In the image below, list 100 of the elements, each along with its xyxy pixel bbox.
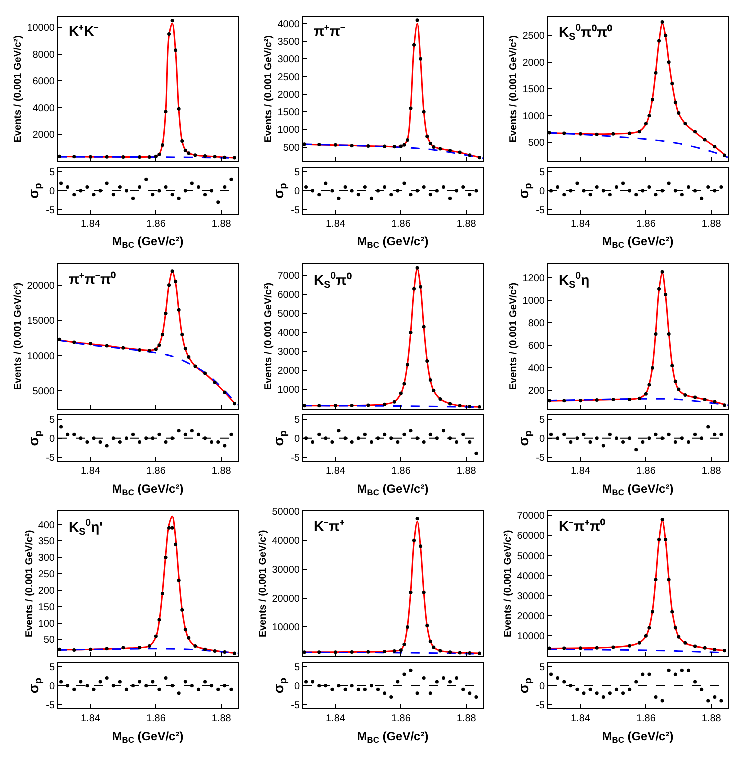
y-tick-label: 1000	[522, 296, 546, 307]
y-tick-label: 1000	[522, 111, 546, 122]
point	[318, 193, 322, 197]
x-tick-label: 1.84	[80, 466, 101, 478]
point	[416, 18, 420, 22]
x-tick-label: 1.84	[570, 466, 591, 478]
point	[648, 436, 652, 440]
point	[390, 193, 394, 197]
text: K$_{S}$$^{0}$π⁰π⁰	[559, 23, 613, 43]
point	[416, 517, 420, 521]
point	[474, 452, 478, 456]
point	[628, 189, 632, 193]
point	[318, 684, 322, 688]
point	[194, 644, 198, 648]
point	[428, 378, 432, 382]
point	[158, 344, 162, 348]
x-tick-label: 1.86	[636, 218, 656, 230]
point	[138, 646, 142, 650]
point	[684, 393, 688, 397]
text: K⁺K⁻	[69, 23, 100, 39]
y-tick-label: 5	[539, 414, 546, 426]
point	[213, 155, 217, 159]
point	[638, 641, 642, 645]
point	[667, 60, 671, 64]
x-tick-label: 1.84	[80, 218, 101, 230]
point	[595, 132, 599, 136]
y-tick-label: 2000	[32, 130, 56, 142]
point	[334, 143, 338, 147]
x-tick-label: 1.86	[146, 466, 166, 478]
point	[204, 648, 208, 652]
point	[628, 644, 632, 648]
point	[66, 684, 70, 688]
point	[160, 592, 164, 596]
point	[438, 147, 442, 151]
point	[438, 397, 442, 401]
y-tick-label: 200	[38, 586, 56, 597]
point	[548, 131, 552, 135]
y-axis-title: Events / (0.001 GeV/c²)	[264, 35, 275, 143]
x-tick-label: 1.86	[391, 218, 412, 230]
point	[356, 193, 360, 197]
point	[318, 404, 322, 408]
point	[88, 342, 92, 346]
point	[706, 425, 710, 429]
y-tick-label: 40000	[517, 571, 546, 582]
y-tick-label: 50000	[517, 551, 546, 562]
point	[614, 436, 618, 440]
y-tick-label: 40000	[272, 536, 300, 548]
point	[409, 668, 413, 672]
x-tick-label: 1.88	[702, 218, 722, 230]
point	[622, 440, 626, 444]
point	[578, 132, 582, 136]
point	[448, 196, 452, 200]
point	[148, 644, 152, 648]
y-tick-label: 50	[44, 635, 56, 646]
point	[392, 400, 396, 404]
point	[409, 106, 413, 110]
point	[170, 270, 174, 274]
x-tick-label: 1.84	[326, 466, 346, 478]
point	[105, 676, 109, 680]
y-tick-label: -5	[536, 700, 546, 712]
point	[422, 325, 426, 329]
point	[722, 154, 726, 158]
point	[344, 688, 348, 692]
point	[132, 432, 136, 436]
point	[350, 144, 354, 148]
point	[455, 189, 459, 193]
y-tick-label: 0	[539, 186, 546, 198]
point	[674, 626, 678, 630]
y-tick-label: 15000	[27, 316, 56, 328]
point	[595, 692, 599, 696]
point	[158, 688, 162, 692]
point	[468, 692, 472, 696]
point	[612, 646, 616, 650]
point	[210, 440, 214, 444]
point	[168, 32, 172, 36]
point	[406, 138, 410, 142]
point	[311, 440, 315, 444]
point	[366, 650, 370, 654]
point	[72, 340, 76, 344]
point	[190, 429, 194, 433]
point	[700, 196, 704, 200]
point	[641, 672, 645, 676]
point	[686, 440, 690, 444]
point	[112, 193, 116, 197]
point	[713, 432, 717, 436]
y-tick-label: 4000	[32, 103, 56, 114]
point	[118, 440, 122, 444]
y-tick-label: 50000	[272, 507, 300, 518]
point	[86, 684, 90, 688]
point	[366, 404, 370, 408]
point	[174, 280, 178, 284]
point	[363, 432, 367, 436]
point	[448, 149, 452, 153]
point	[667, 182, 671, 186]
point	[442, 676, 446, 680]
point	[72, 648, 76, 652]
x-axis-title: M$_{BC}$ (GeV/c²)	[602, 482, 674, 498]
point	[196, 432, 200, 436]
y-tick-label: -5	[291, 452, 300, 464]
point	[648, 383, 652, 387]
